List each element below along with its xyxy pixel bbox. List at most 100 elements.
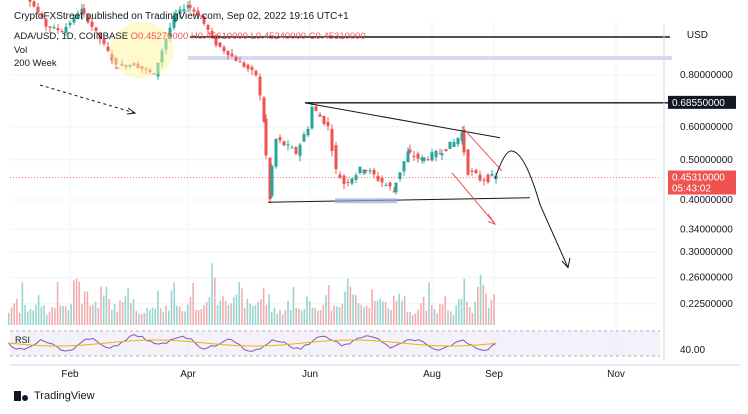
candle-body xyxy=(182,9,186,12)
candle-body xyxy=(186,5,190,8)
volume-bar xyxy=(338,307,341,325)
price-tick-label: 0.60000000 xyxy=(680,122,733,133)
volume-bar xyxy=(124,295,127,325)
candle-body xyxy=(218,42,222,47)
candle-body xyxy=(238,61,242,63)
candle-body xyxy=(460,132,464,141)
candles xyxy=(28,0,498,204)
volume-bar xyxy=(441,304,444,325)
volume-bar xyxy=(10,307,13,325)
price-tick-label: 0.80000000 xyxy=(680,70,733,81)
candle-body xyxy=(254,70,258,76)
volume-bar xyxy=(392,295,395,325)
volume-bar xyxy=(270,311,273,325)
candle-body xyxy=(478,174,482,181)
time-tick-label: Apr xyxy=(180,369,196,380)
symbol-name: ADA/USD, 1D, COINBASE xyxy=(14,31,129,42)
volume-bar xyxy=(325,295,327,325)
volume-bar xyxy=(482,284,485,325)
brand-name: TradingView xyxy=(34,390,95,402)
candle-body xyxy=(416,153,420,159)
volume-bar xyxy=(300,310,303,325)
candle-body xyxy=(358,166,362,174)
candle-body xyxy=(36,6,40,13)
currency-label[interactable]: USD xyxy=(686,30,708,41)
volume-bar xyxy=(411,315,414,325)
volume-bar xyxy=(428,282,430,325)
volume-bar xyxy=(222,296,224,325)
volume-bar xyxy=(490,299,493,325)
volume-bar xyxy=(111,310,113,325)
volume-bar xyxy=(479,274,482,325)
volume-bar xyxy=(430,305,433,325)
candle-body xyxy=(294,147,298,154)
volume-bar xyxy=(70,304,72,325)
candle-body xyxy=(462,130,466,153)
volume-bar xyxy=(379,298,382,325)
candle-body xyxy=(474,169,478,174)
volume-bar xyxy=(186,304,189,325)
volume-bar xyxy=(121,302,124,325)
volume-bar xyxy=(173,282,175,325)
volume-bar xyxy=(21,282,24,325)
volume-bar xyxy=(208,297,211,325)
volume-bar xyxy=(436,313,438,325)
volume-bar xyxy=(458,299,460,325)
price-tick-label: 0.30000000 xyxy=(680,247,733,258)
volume-bar xyxy=(249,303,251,325)
volume-bar xyxy=(216,304,219,325)
volume-bar xyxy=(460,298,463,325)
volume-bar xyxy=(265,304,268,325)
volume-bar xyxy=(56,281,59,325)
candle-body xyxy=(168,27,172,38)
candle-body xyxy=(56,28,60,31)
candle-body xyxy=(178,9,182,15)
volume-bar xyxy=(43,305,45,325)
volume-bar xyxy=(219,300,222,325)
volume-bar xyxy=(308,300,311,325)
candle-body xyxy=(106,46,110,51)
candle-body xyxy=(470,170,474,172)
candle-body xyxy=(486,174,490,183)
volume-bar xyxy=(148,309,151,325)
volume-bar xyxy=(35,304,37,325)
candle-body xyxy=(60,31,64,33)
chart-grid xyxy=(10,20,660,360)
candle-body xyxy=(242,62,246,67)
candle-body xyxy=(350,178,354,184)
candle-body xyxy=(412,155,416,157)
volume-bar xyxy=(317,310,319,325)
ohlc-values: O0.45270000 H0.45610000 L0.45240000 C0.4… xyxy=(130,31,366,42)
candle-body xyxy=(364,170,368,172)
volume-bar xyxy=(349,286,352,325)
candle-body xyxy=(368,170,372,172)
price-tick-label: 0.26000000 xyxy=(680,273,733,284)
projection-arrow-head xyxy=(561,257,571,269)
tradingview-footer[interactable]: TradingView xyxy=(14,390,95,402)
volume-bar xyxy=(18,312,21,325)
volume-legend: Vol xyxy=(14,45,28,56)
volume-bar xyxy=(449,311,452,325)
candle-body xyxy=(452,142,456,147)
candle-body xyxy=(268,157,272,200)
volume-bar xyxy=(414,313,417,325)
volume-bar xyxy=(395,300,398,325)
candle-body xyxy=(32,1,36,7)
tradingview-logo-icon xyxy=(14,391,28,401)
volume-bar xyxy=(409,311,411,325)
candle-body xyxy=(202,16,206,24)
volume-bar xyxy=(485,293,487,325)
candle-body xyxy=(466,149,470,175)
volume-bar xyxy=(140,313,143,325)
volume-bar xyxy=(406,311,409,325)
volume-bar xyxy=(195,310,197,325)
candle-body xyxy=(230,53,234,57)
volume-bar xyxy=(16,298,18,325)
volume-bar xyxy=(170,290,173,325)
candle-body xyxy=(200,15,204,18)
volume-bar xyxy=(8,312,10,325)
projected-path xyxy=(494,150,569,268)
candle-body xyxy=(40,13,44,18)
candle-body xyxy=(420,157,424,161)
